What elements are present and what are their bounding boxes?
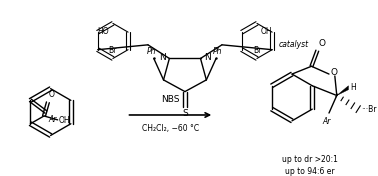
Text: O: O [331,68,338,77]
Text: HO: HO [98,27,109,36]
Text: up to 94:6 er: up to 94:6 er [285,167,334,176]
Text: NBS: NBS [161,95,180,104]
Text: OH: OH [59,116,70,125]
Text: H: H [350,83,356,92]
Text: Ar: Ar [323,117,331,126]
Text: CH₂Cl₂, −60 °C: CH₂Cl₂, −60 °C [142,124,199,133]
Text: up to dr >20:1: up to dr >20:1 [282,155,338,164]
Text: O: O [49,90,55,99]
Text: N: N [204,53,211,62]
Text: catalyst: catalyst [278,40,308,49]
Text: OH: OH [261,27,273,36]
Text: Ar: Ar [49,115,57,124]
Text: O: O [318,39,325,48]
Text: Ph: Ph [147,46,156,56]
Text: Ph: Ph [213,46,223,56]
Text: Br: Br [253,46,261,55]
Polygon shape [337,86,349,96]
Text: S: S [182,109,188,118]
Text: Br: Br [109,46,117,55]
Text: N: N [159,53,166,62]
Text: ···Br: ···Br [361,105,376,114]
